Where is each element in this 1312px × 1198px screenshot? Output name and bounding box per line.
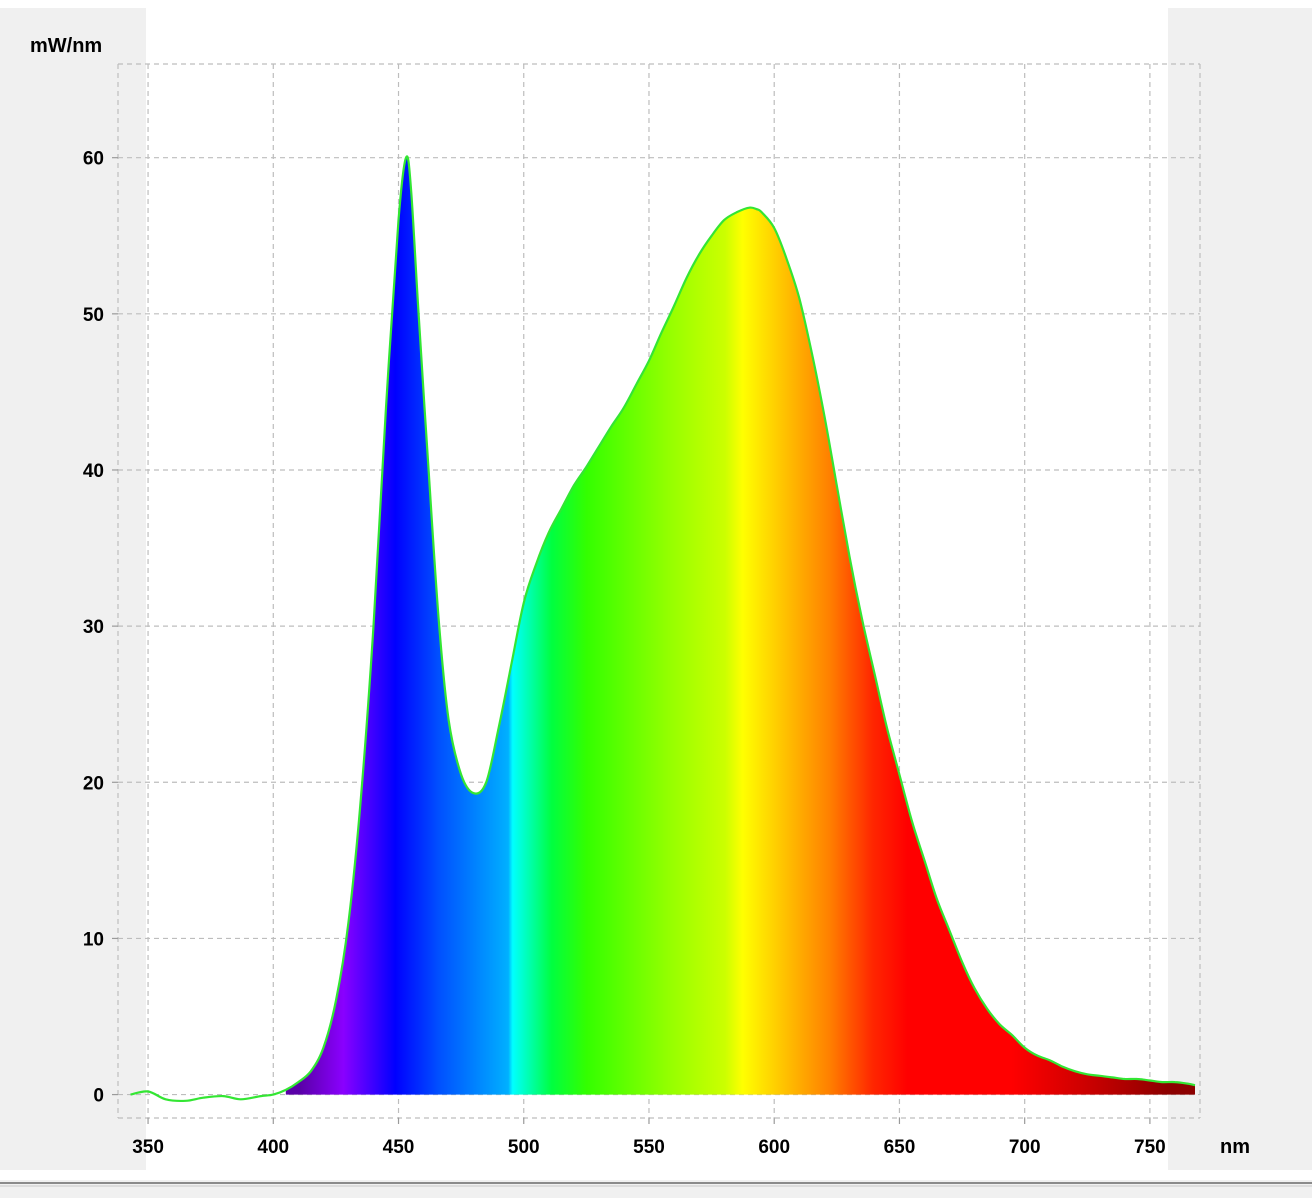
y-tick-label: 40 — [83, 461, 104, 482]
x-tick-label: 500 — [508, 1137, 540, 1158]
spectrum-line — [130, 155, 1196, 1103]
bottom-bar — [0, 1180, 1312, 1198]
x-tick-label: 750 — [1134, 1137, 1166, 1158]
x-tick-label: 550 — [633, 1137, 665, 1158]
y-tick-label: 60 — [83, 149, 104, 170]
y-tick-label: 20 — [83, 773, 104, 794]
x-tick-label: 400 — [257, 1137, 289, 1158]
axis-ticks: 350 400 450 500 550 600 650 700 750 0 10 20 30 40 50 60 — [83, 149, 1166, 1158]
y-tick-label: 10 — [83, 929, 104, 950]
right-gray-panel — [1168, 8, 1312, 1170]
x-tick-label: 600 — [758, 1137, 790, 1158]
x-tick-label: 650 — [884, 1137, 916, 1158]
series-layer — [130, 155, 1196, 1103]
x-tick-label: 350 — [132, 1137, 164, 1158]
y-axis-unit: mW/nm — [30, 35, 102, 57]
y-tick-label: 0 — [93, 1086, 104, 1107]
x-tick-label: 450 — [383, 1137, 415, 1158]
spectrum-area — [285, 156, 1195, 1095]
left-gray-panel — [0, 8, 146, 1170]
y-tick-label: 50 — [83, 305, 104, 326]
x-axis-unit: nm — [1220, 1136, 1250, 1158]
y-tick-label: 30 — [83, 617, 104, 638]
x-tick-label: 700 — [1009, 1137, 1041, 1158]
